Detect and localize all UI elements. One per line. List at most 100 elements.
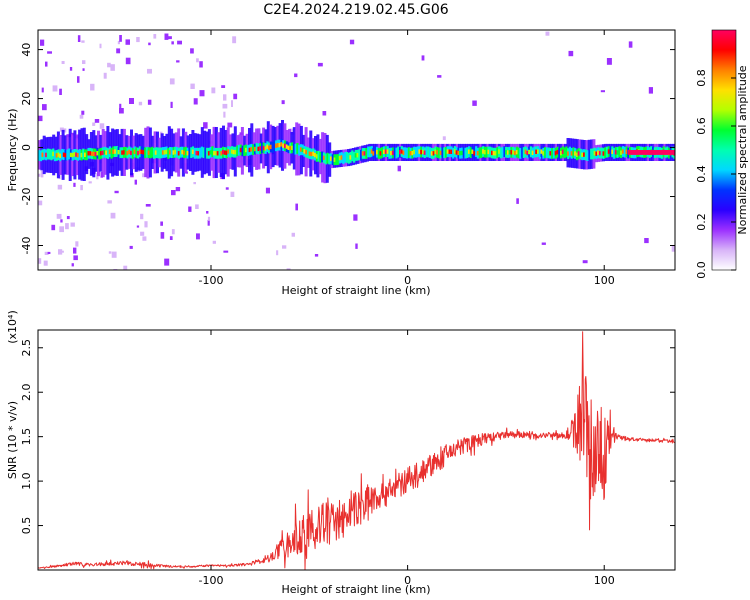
heatmap-ridge-peak [76,153,79,158]
heatmap-ridge-peak [540,149,543,154]
heatmap-ridge-peak [399,150,401,155]
heatmap-speckle [199,90,205,97]
heatmap-ridge [160,147,163,159]
heatmap-ridge [167,148,170,159]
heatmap-ridge-peak [92,151,95,156]
heatmap-speckle [51,224,56,231]
heatmap-ridge [202,147,205,159]
heatmap-ridge-peak [105,150,108,155]
heatmap-speckle [82,60,86,64]
heatmap-ridge-peak [91,151,94,156]
heatmap-ridge [156,147,159,159]
snr-y-multiplier: (x10⁴) [6,310,19,344]
heatmap-speckle [437,75,442,78]
heatmap-ridge [360,149,363,161]
snr-y-label: SNR (10 * v/v) [6,401,19,479]
heatmap-speckle [119,35,122,42]
heatmap-ridge-peak [94,152,97,157]
heatmap-ridge-peak [222,149,224,155]
heatmap-ridge-peak [114,149,117,154]
y-tick-label: 20 [20,92,33,106]
heatmap-ridge-peak [471,149,474,154]
heatmap-ridge [579,148,582,160]
heatmap-ridge-peak [561,149,564,154]
heatmap-speckle [94,119,100,123]
heatmap-ridge-peak [84,152,86,157]
heatmap-ridge-peak [209,150,212,155]
heatmap-speckle [160,221,163,226]
heatmap-ridge [445,146,448,158]
heatmap-ridge [517,147,520,159]
heatmap-speckle [171,229,175,235]
heatmap-ridge-peak [282,143,285,148]
heatmap-ridge [38,150,41,161]
heatmap-speckle [322,111,327,116]
spectrogram-x-ticks: -100 0 100 [199,30,615,287]
heatmap-ridge-peak [121,150,124,155]
heatmap-speckle [160,232,165,239]
heatmap-ridge-peak [473,151,476,156]
heatmap-speckle [190,83,195,89]
heatmap-ridge-peak [354,153,357,158]
heatmap-ridge [478,147,481,159]
heatmap-ridge-peak [531,150,534,155]
heatmap-ridge [404,147,407,159]
heatmap-ridge [552,147,556,159]
heatmap-ridge [499,147,502,159]
heatmap-ridge [374,146,377,158]
x-tick-label: 0 [404,274,411,287]
heatmap-ridge-peak [216,151,219,156]
heatmap-speckle [164,258,170,266]
heatmap-speckle [77,76,80,83]
heatmap-speckle [142,236,147,241]
heatmap-ridge-peak [275,143,278,148]
heatmap-speckle [295,203,298,211]
heatmap-ridge-peak [583,152,585,157]
heatmap-ridge-peak [314,152,316,158]
heatmap-speckle [153,34,157,39]
heatmap-speckle [190,48,194,54]
heatmap-ridge [351,150,354,162]
heatmap-speckle [294,73,298,78]
heatmap-ridge [381,147,384,158]
heatmap-ridge-peak [305,150,308,155]
heatmap-ridge-peak [448,149,451,154]
heatmap-ridge-peak [299,147,302,152]
heatmap-ridge [119,147,122,159]
heatmap-ridge-peak [161,150,164,155]
heatmap-ridge-peak [379,151,382,156]
heatmap-ridge-peak [418,149,421,154]
heatmap-speckle [81,40,85,43]
heatmap-ridge-peak [614,150,617,155]
heatmap-ridge-peak [512,150,515,155]
heatmap-speckle [80,185,83,191]
heatmap-ridge-peak [570,151,573,156]
snr-series-line [38,331,675,570]
heatmap-ridge [586,150,589,161]
heatmap-ridge-peak [607,149,610,154]
heatmap-speckle [223,250,229,253]
heatmap-ridge-peak [384,149,387,154]
heatmap-speckle [38,115,43,122]
heatmap-ridge [145,146,149,158]
heatmap-ridge [206,147,209,159]
snr-x-label: Height of straight line (km) [281,583,430,596]
heatmap-ridge-peak [122,150,125,155]
heatmap-ridge-peak [413,149,416,155]
heatmap-ridge [107,148,110,159]
heatmap-ridge-peak [400,149,403,154]
y-tick-label: -40 [20,237,33,255]
heatmap-speckle [103,72,107,79]
heatmap-speckle [196,233,200,240]
heatmap-ridge [545,147,548,159]
heatmap-ridge [200,146,203,158]
heatmap-ridge [437,147,441,159]
heatmap-ridge-peak [453,149,456,154]
heatmap-ridge [170,147,173,158]
heatmap-ridge-peak [207,151,210,156]
heatmap-ridge [606,146,609,158]
heatmap-ridge [551,148,554,159]
y-tick-label: 2.5 [20,339,33,357]
heatmap-ridge-peak [593,150,596,156]
heatmap-speckle [88,181,92,184]
